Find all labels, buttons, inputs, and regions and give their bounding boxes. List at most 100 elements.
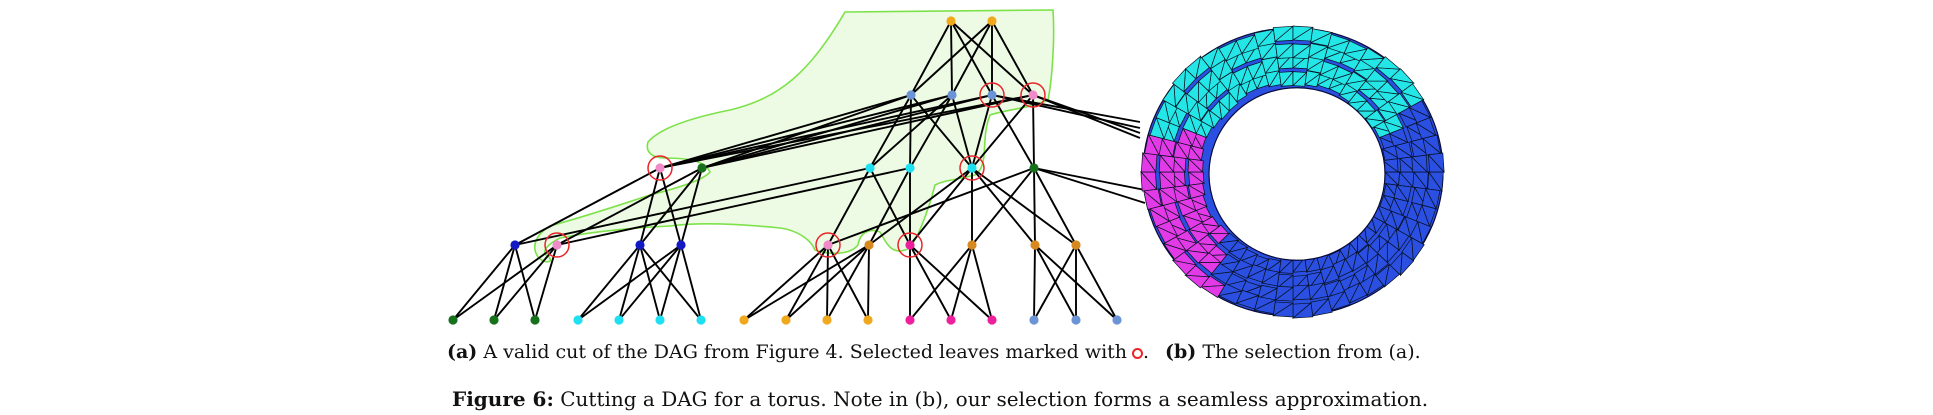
torus-facet: [1311, 298, 1333, 317]
torus-facet: [1188, 171, 1205, 186]
dag-node: [967, 163, 977, 173]
torus-facet: [1218, 239, 1240, 252]
dag-edge: [909, 167, 973, 246]
torus-facet: [1232, 264, 1254, 279]
dag-edge: [826, 244, 870, 321]
torus-hole: [1208, 87, 1386, 261]
dag-edge: [910, 94, 973, 169]
dag-node: [448, 315, 458, 325]
torus-facet: [1415, 117, 1437, 137]
dag-node: [697, 163, 707, 173]
dag-edge-offscreen: [991, 94, 1141, 129]
torus-facet: [1143, 189, 1163, 210]
dag-edge: [659, 244, 682, 321]
torus-facet: [1272, 302, 1294, 318]
dag-node: [1030, 240, 1040, 250]
dag-node: [906, 90, 916, 100]
torus-facet: [1389, 68, 1415, 84]
torus-facet: [1200, 109, 1215, 129]
torus-facet: [1394, 141, 1413, 158]
dag-node: [510, 240, 520, 250]
torus-facet: [1182, 113, 1197, 135]
torus-facet: [1272, 25, 1295, 43]
dag-edge: [971, 167, 1077, 246]
torus-facet: [1140, 151, 1157, 173]
dag-edge: [452, 244, 516, 321]
torus-facet: [1411, 237, 1425, 262]
dag-node: [865, 163, 875, 173]
torus-facet: [1388, 127, 1409, 144]
torus-facet: [1375, 56, 1402, 70]
torus-facet: [1175, 92, 1189, 115]
dag-edge: [659, 94, 993, 169]
dag-edge: [743, 244, 829, 321]
torus-facet: [1376, 80, 1400, 95]
subcaption-b: (b) The selection from (a).: [1165, 341, 1421, 363]
dag-node: [1112, 315, 1122, 325]
dag-edge: [827, 167, 871, 246]
dag-edge: [556, 167, 703, 246]
torus-facet: [1171, 259, 1197, 276]
selection-ring: [544, 232, 570, 258]
dag-node: [905, 240, 915, 250]
torus-facet: [1348, 282, 1368, 304]
dag-node: [946, 16, 956, 26]
torus-facet: [1210, 271, 1234, 285]
dag-edge: [1033, 167, 1077, 246]
torus-facet: [1332, 66, 1354, 80]
dag-edge: [556, 167, 911, 246]
torus-facet: [1359, 47, 1386, 61]
dag-node: [987, 315, 997, 325]
figure-caption-text: Cutting a DAG for a torus. Note in (b), …: [560, 387, 1429, 411]
figure-caption-label: Figure 6:: [452, 387, 554, 411]
dag-edge: [971, 167, 1035, 246]
torus-facet: [1253, 299, 1276, 315]
torus-facet: [1365, 69, 1389, 82]
torus-facet: [1305, 255, 1321, 273]
dag-edge-offscreen: [1032, 94, 1141, 139]
dag-node: [552, 240, 562, 250]
torus-facet: [1352, 251, 1367, 273]
subcaption-a-label: (a): [447, 341, 478, 363]
dag-edge: [743, 244, 870, 321]
dag-edge-offscreen: [1033, 167, 1146, 204]
dag-node: [781, 315, 791, 325]
dag-edge: [618, 244, 682, 321]
torus-facet: [1184, 274, 1210, 289]
torus-facet: [1387, 92, 1411, 108]
torus-facet: [1197, 69, 1213, 92]
torus-facet: [1200, 285, 1226, 298]
torus-facet: [1155, 225, 1179, 244]
subcaption-a-text: A valid cut of the DAG from Figure 4. Se…: [483, 341, 1128, 363]
dag-edge: [701, 94, 1034, 169]
selection-ring: [979, 82, 1005, 108]
selection-rings: [544, 82, 1046, 258]
dag-node: [946, 315, 956, 325]
dag-edge: [534, 244, 558, 321]
torus-facet: [1158, 188, 1178, 206]
dag-node: [655, 163, 665, 173]
torus-mesh: [1140, 25, 1445, 319]
torus-facet: [1171, 67, 1186, 93]
dag-edge: [1033, 244, 1077, 321]
dag-edge: [868, 167, 973, 246]
dag-node: [967, 240, 977, 250]
subcaption-a-period: .: [1143, 341, 1150, 363]
selection-ring: [1020, 82, 1046, 108]
torus-facet: [1218, 39, 1238, 62]
torus-facet: [1396, 184, 1412, 203]
dag-edge: [452, 244, 558, 321]
dag-edge: [680, 244, 702, 321]
torus-facet: [1390, 210, 1406, 231]
dag-node: [1029, 315, 1039, 325]
selection-ring: [647, 155, 673, 181]
torus-facet: [1278, 258, 1294, 274]
dag-node: [905, 315, 915, 325]
selection-ring: [897, 232, 923, 258]
torus-facet: [1425, 188, 1441, 210]
torus-facet: [1292, 256, 1308, 273]
torus-facet: [1381, 158, 1399, 173]
dag-edge: [951, 20, 993, 96]
torus-facet: [1421, 204, 1437, 228]
